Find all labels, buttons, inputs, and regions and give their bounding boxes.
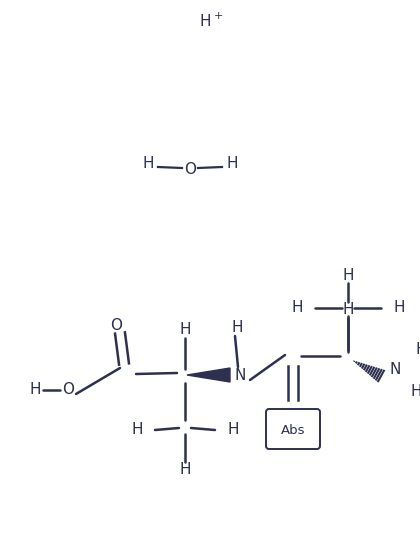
Text: H: H [231, 321, 243, 335]
Polygon shape [187, 368, 230, 382]
Text: H: H [415, 342, 420, 358]
Text: H: H [226, 155, 238, 171]
Text: O: O [110, 317, 122, 333]
Text: H: H [29, 382, 41, 398]
Text: H: H [393, 300, 405, 316]
Text: O: O [184, 162, 196, 177]
Text: H: H [199, 15, 211, 30]
FancyBboxPatch shape [266, 409, 320, 449]
Text: H: H [179, 463, 191, 478]
Text: H: H [142, 155, 154, 171]
Text: H: H [342, 267, 354, 282]
Text: O: O [62, 382, 74, 398]
Text: H: H [342, 302, 354, 317]
Text: +: + [213, 11, 223, 21]
Text: N: N [234, 368, 246, 382]
Text: N: N [389, 363, 401, 377]
Text: H: H [227, 422, 239, 438]
Text: H: H [410, 385, 420, 399]
Text: H: H [179, 323, 191, 337]
Text: Abs: Abs [281, 423, 305, 437]
Text: H: H [131, 422, 143, 438]
Text: H: H [291, 300, 303, 316]
